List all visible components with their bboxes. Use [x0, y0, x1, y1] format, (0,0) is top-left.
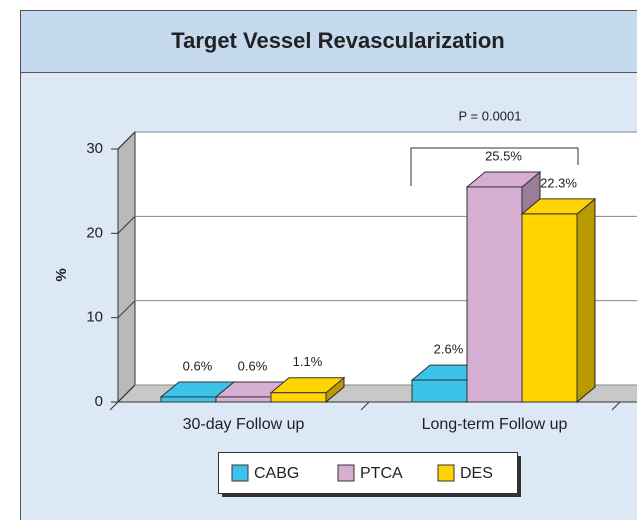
value-label: 2.6%: [434, 342, 464, 357]
chart-title: Target Vessel Revascularization: [171, 28, 504, 53]
annotation: P = 0.0001: [458, 108, 521, 123]
bar: [522, 214, 577, 402]
bar: [412, 380, 467, 402]
legend-label: PTCA: [360, 465, 403, 482]
legend-label: DES: [460, 465, 493, 482]
x-tick-label: Long-term Follow up: [422, 416, 568, 433]
y-axis-label: %: [53, 268, 70, 281]
y-tick-label: 20: [86, 224, 103, 241]
bar: [467, 187, 522, 402]
bar: [216, 397, 271, 402]
bar: [161, 397, 216, 402]
value-label: 0.6%: [183, 358, 213, 373]
y-tick-label: 10: [86, 309, 103, 326]
bar-side: [577, 199, 595, 402]
value-label: 22.3%: [540, 175, 577, 190]
legend-swatch: [338, 465, 354, 481]
value-label: 25.5%: [485, 148, 522, 163]
legend-swatch: [438, 465, 454, 481]
bar: [271, 393, 326, 402]
legend-label: CABG: [254, 465, 299, 482]
y-tick-label: 0: [95, 393, 103, 410]
side-wall: [118, 132, 135, 402]
y-tick-label: 30: [86, 140, 103, 157]
x-tick-label: 30-day Follow up: [183, 416, 305, 433]
value-label: 0.6%: [238, 358, 268, 373]
legend-swatch: [232, 465, 248, 481]
value-label: 1.1%: [293, 354, 323, 369]
